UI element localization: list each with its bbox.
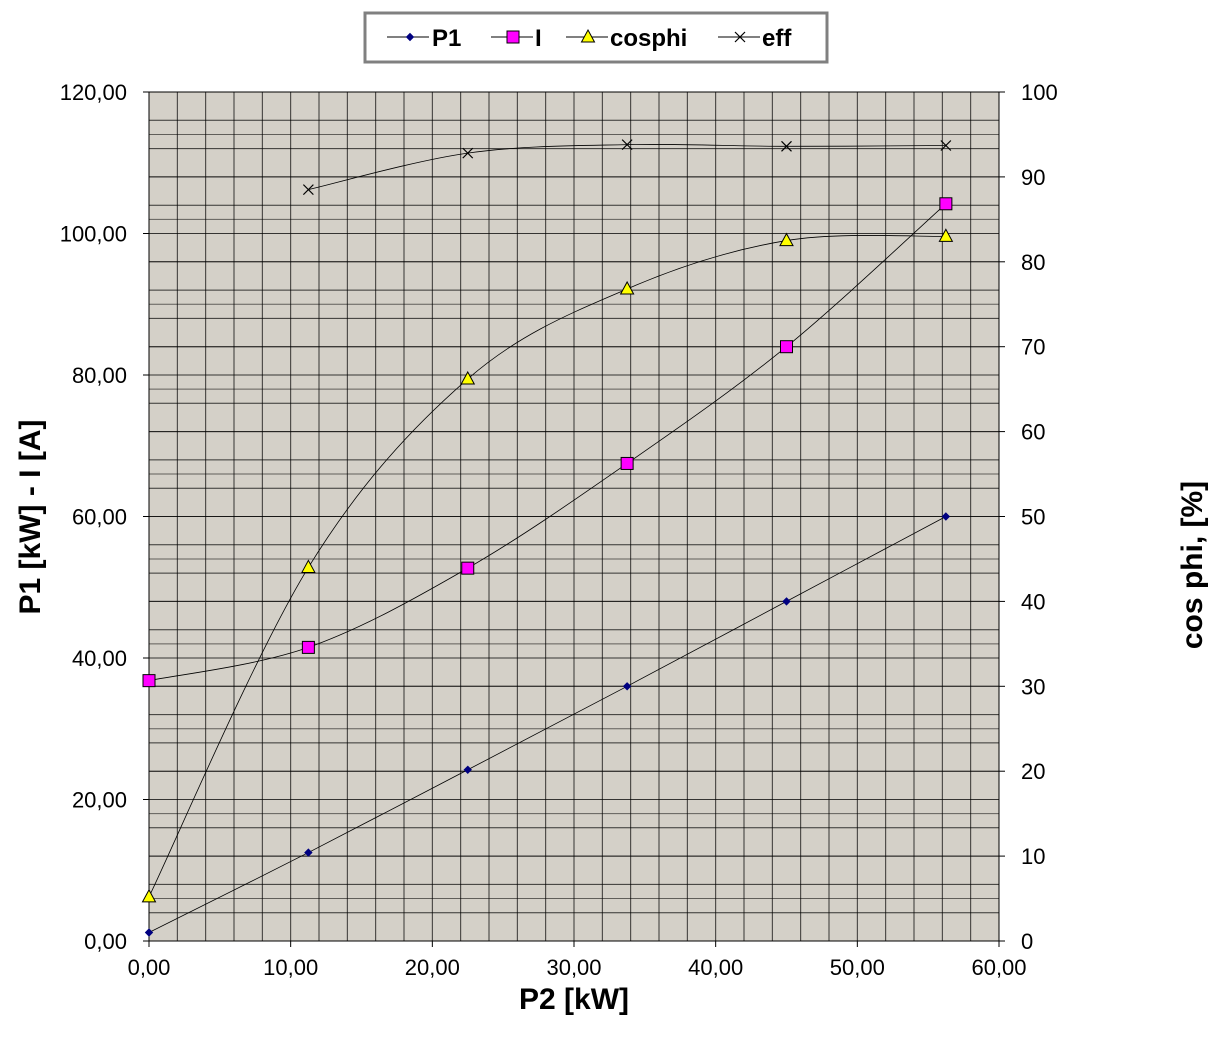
legend-item-eff: eff [718,25,792,52]
legend-item-p1: P1 [387,25,461,52]
y-right-tick-label: 90 [1021,165,1045,190]
y-left-tick-label: 100,00 [60,222,127,247]
marker-stroke [781,140,792,152]
y-right-tick-label: 50 [1021,505,1045,530]
y-right-tick-label: 80 [1021,250,1045,275]
x-tick-label: 50,00 [830,955,885,980]
series-markers [141,139,954,937]
data-point-i [301,640,315,654]
marker-stroke [462,147,474,159]
legend-marker [580,28,596,43]
data-point-i [780,340,793,354]
legend-label: eff [762,25,792,52]
y-left-tick-label: 120,00 [60,80,127,105]
data-point-eff [621,139,633,151]
marker-stroke [940,140,952,151]
data-point-p1 [941,512,951,521]
y-left-axis: 0,00 20,00 40,00 60,00 80,00 100,00 120,00 [60,80,149,954]
data-point-i [939,197,953,211]
data-point-i [142,674,156,688]
y-right-tick-label: 40 [1021,589,1045,614]
y-right-tick-label: 100 [1021,80,1058,105]
y-left-axis-title: P1 [kW] - I [A] [14,420,47,615]
marker-stroke [734,31,746,43]
legend-item-i: I [491,25,542,52]
marker-stroke [621,139,633,151]
y-right-axis: 0 10 20 30 40 50 60 70 80 90 100 [999,80,1058,954]
data-point-eff [462,147,474,159]
x-tick-label: 40,00 [688,955,743,980]
series-line-p1 [148,516,947,933]
data-point-eff [302,184,314,196]
y-right-tick-label: 20 [1021,759,1045,784]
legend-label: I [535,25,542,52]
legend-marker [506,30,520,44]
grid [149,92,999,941]
y-left-tick-label: 40,00 [72,646,127,671]
data-point-p1 [622,682,632,691]
data-point-i [461,561,475,575]
y-right-tick-label: 60 [1021,420,1045,445]
marker-stroke [302,184,314,196]
data-point-p1 [144,928,154,937]
x-tick-label: 10,00 [263,955,318,980]
y-left-tick-label: 60,00 [72,505,127,530]
legend-label: P1 [432,25,461,52]
data-point-cosphi [938,228,954,242]
y-left-tick-label: 80,00 [72,363,127,388]
y-right-tick-label: 10 [1021,844,1045,869]
data-point-cosphi [141,888,157,903]
x-tick-label: 20,00 [405,955,460,980]
x-axis-title: P2 [kW] [519,983,629,1016]
data-point-eff [940,140,952,151]
y-right-tick-label: 0 [1021,929,1033,954]
x-axis: 0,00 10,00 20,00 30,00 40,00 50,00 60,00 [128,941,1027,980]
data-point-p1 [463,765,472,774]
x-tick-label: 60,00 [971,955,1026,980]
y-left-tick-label: 0,00 [84,929,127,954]
x-tick-label: 0,00 [128,955,171,980]
data-point-cosphi [460,370,476,385]
legend-marker [405,32,415,42]
data-point-eff [781,140,792,152]
data-point-p1 [304,848,313,857]
data-point-cosphi [619,280,635,295]
y-right-tick-label: 70 [1021,335,1045,360]
legend-label: cosphi [610,25,687,52]
y-right-tick-label: 30 [1021,674,1045,699]
legend-item-cosphi: cosphi [566,25,687,52]
data-point-cosphi [779,232,794,247]
y-left-tick-label: 20,00 [72,788,127,813]
data-point-i [620,456,634,470]
data-point-p1 [782,597,791,606]
data-point-cosphi [301,559,316,573]
legend-marker [734,31,746,43]
y-right-axis-title: cos phi, [%] [1176,481,1209,649]
x-tick-label: 30,00 [546,955,601,980]
